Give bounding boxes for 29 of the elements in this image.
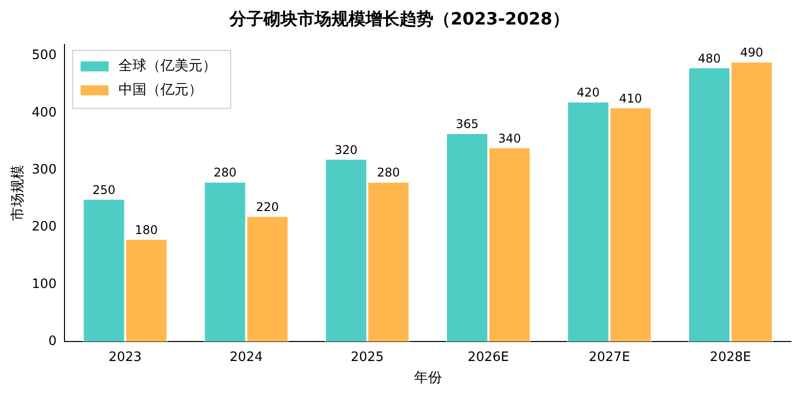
legend-label: 全球（亿美元）	[118, 58, 217, 74]
y-tick-label: 400	[32, 105, 57, 120]
y-tick-label: 100	[32, 276, 57, 292]
x-tick-label: 2026E	[468, 350, 509, 365]
legend-label: 中国（亿元）	[118, 82, 203, 98]
x-tick-label: 2023	[108, 350, 142, 365]
y-tick-label: 200	[32, 220, 57, 235]
chart-title: 分子砌块市场规模增长趋势（2023-2028）	[228, 10, 570, 30]
data-label: 220	[256, 200, 279, 214]
data-label: 320	[334, 142, 358, 157]
data-label: 490	[740, 46, 764, 60]
y-tick-label: 0	[48, 334, 57, 349]
data-label: 280	[214, 166, 236, 180]
data-label: 340	[498, 131, 521, 146]
data-label: 410	[619, 91, 642, 106]
data-label: 365	[456, 117, 479, 132]
y-axis-title: 市场规模	[10, 165, 26, 221]
data-label: 480	[698, 51, 721, 66]
x-tick-label: 2028E	[710, 350, 752, 365]
y-tick-label: 300	[32, 162, 57, 178]
data-label: 280	[377, 166, 400, 180]
data-label: 250	[92, 182, 116, 197]
data-label: 420	[576, 86, 600, 100]
y-tick-label: 500	[32, 48, 57, 64]
x-tick-label: 2027E	[588, 350, 630, 365]
x-tick-label: 2024	[230, 350, 263, 365]
data-label: 180	[134, 222, 158, 237]
x-tick-label: 2025	[350, 350, 384, 365]
x-axis-title: 年份	[414, 370, 442, 386]
